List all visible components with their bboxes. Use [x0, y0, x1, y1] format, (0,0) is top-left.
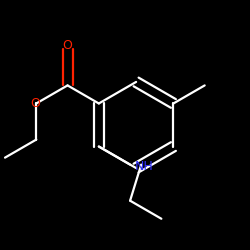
- Text: O: O: [62, 39, 72, 52]
- Text: NH: NH: [134, 160, 153, 173]
- Text: O: O: [30, 97, 40, 110]
